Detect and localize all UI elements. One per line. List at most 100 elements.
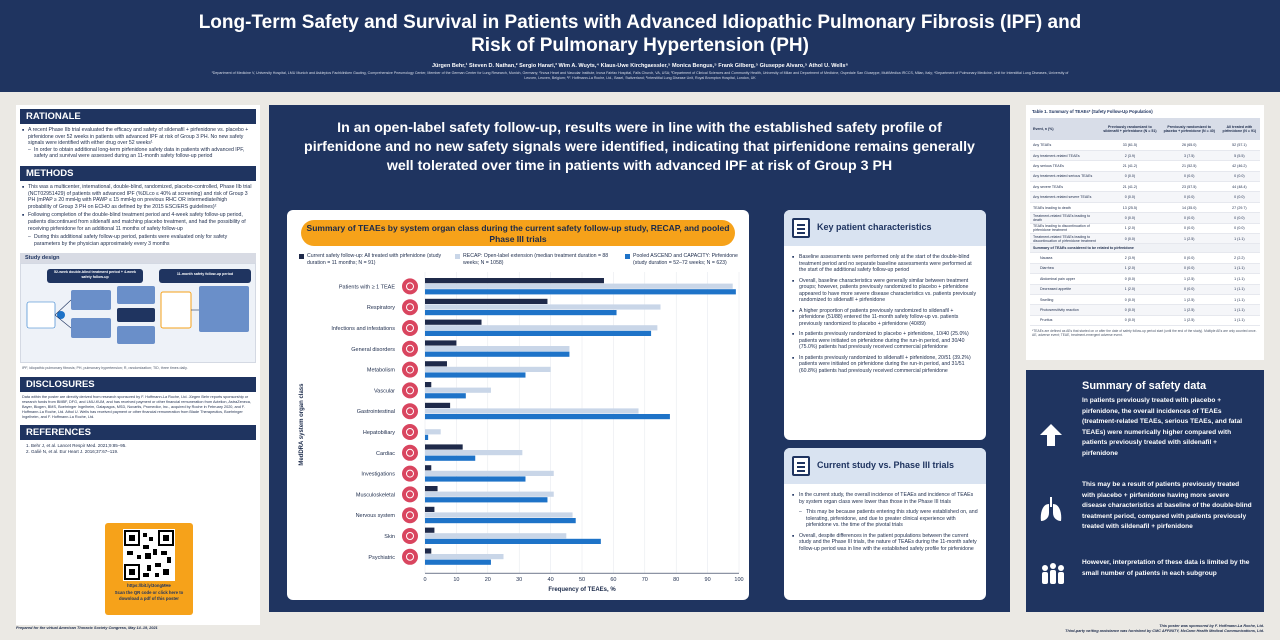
bar-pooled (425, 455, 476, 461)
qr-download-card[interactable]: https://bit.ly/3ongMHe Scan the QR code … (105, 523, 193, 615)
footer-congress: Prepared for the virtual American Thorac… (16, 626, 158, 630)
table-cell: 0 (0.0) (1159, 171, 1219, 183)
table-cell: 0 (0.0) (1218, 223, 1260, 235)
category-label: Skin (384, 534, 395, 540)
clipboard-icon (792, 456, 810, 476)
references-heading: REFERENCES (20, 425, 256, 441)
organ-class-icon (402, 278, 418, 295)
key-characteristic-1: Baseline assessments were performed only… (784, 254, 986, 274)
table-cell: Treatment-related TEAEs leading to disco… (1030, 233, 1100, 245)
current-vs-phase3-header: Current study vs. Phase III trials (784, 448, 986, 484)
bar-current (425, 444, 463, 450)
bar-current (425, 486, 438, 492)
qr-code[interactable] (123, 529, 175, 581)
current-vs-phase3-card: Current study vs. Phase III trials In th… (784, 448, 986, 600)
table-cell: 1 (2.0) (1100, 263, 1160, 275)
safety-table-panel: Table 1. Summary of TEAEs* (Safety Follo… (1026, 105, 1264, 360)
table-cell: 0 (0.0) (1100, 233, 1160, 245)
category-label: Investigations (361, 472, 395, 478)
bar-recap (425, 304, 661, 310)
x-tick-label: 70 (642, 577, 648, 583)
category-label: Psychiatric (368, 555, 395, 561)
lungs-icon (1038, 496, 1064, 522)
table-footnote: *TEAEs are defined as AEs that started o… (1032, 329, 1257, 338)
teae-summary-table: Event, n (%) Previously randomized to sil… (1030, 118, 1260, 327)
table-header-3: All treated with pirfenidone (N = 91) (1218, 118, 1260, 140)
bar-recap (425, 283, 733, 289)
table-cell: 0 (0.0) (1159, 252, 1219, 264)
bar-pooled (425, 393, 466, 399)
organ-class-icon-glyph (406, 552, 414, 561)
organ-class-icon-glyph (406, 428, 414, 436)
x-tick-label: 10 (453, 577, 459, 583)
summary-paragraph-2: This may be a result of patients previou… (1082, 481, 1252, 530)
table-row: Pruritus 0 (0.0) 1 (2.5) 1 (1.1) (1030, 315, 1260, 327)
rationale-heading: RATIONALE (20, 109, 256, 124)
table-cell: Treatment-related TEAEs leading to death (1030, 212, 1100, 224)
bar-recap (425, 408, 639, 414)
table-row: Diarrhea 1 (2.0) 0 (0.0) 1 (1.1) (1030, 263, 1260, 275)
key-characteristics-card: Key patient characteristics Baseline ass… (784, 210, 986, 440)
title-line-1: Long-Term Safety and Survival in Patient… (198, 12, 1082, 33)
key-message: In an open-label safety follow-up, resul… (304, 120, 975, 174)
table-row: Any treatment-related TEAEs 2 (3.9) 3 (7.5… (1030, 150, 1260, 162)
bar-recap (425, 470, 554, 476)
qr-code-graphic (124, 530, 174, 580)
footer-sponsor: This poster was sponsored by F. Hoffmann… (1065, 624, 1264, 634)
table-cell: 23 (57.5) (1159, 181, 1219, 193)
clipboard-icon (792, 218, 810, 238)
bar-pooled (425, 497, 548, 503)
study-box-label-1: 52-week double-blind treatment period + … (54, 270, 136, 279)
table-row: Treatment-related TEAEs leading to death… (1030, 212, 1260, 224)
table-cell: 0 (0.0) (1218, 191, 1260, 203)
bar-pooled (425, 518, 576, 524)
table-cell: 21 (41.2) (1100, 181, 1160, 193)
bar-current (425, 402, 451, 408)
qr-instructions: Scan the QR code or click here to downlo… (114, 590, 184, 601)
key-characteristics-header: Key patient characteristics (784, 210, 986, 246)
x-tick-label: 60 (610, 577, 616, 583)
study-design-figure (26, 269, 251, 345)
table-cell: 0 (0.0) (1100, 315, 1160, 327)
table-cell: Any treatment-related severe TEAEs (1030, 191, 1100, 203)
table-cell: 21 (52.5) (1159, 160, 1219, 172)
table-row: Any severe TEAEs 21 (41.2) 23 (57.5) 44 (48… (1030, 181, 1260, 193)
x-axis-label: Frequency of TEAEs, % (548, 587, 616, 593)
category-label: Respiratory (367, 305, 395, 311)
key-characteristic-4: In patients previously randomized to pla… (784, 331, 986, 351)
table-header-1: Previously randomized to sildenafil + pi… (1100, 118, 1160, 140)
bar-pooled (425, 559, 491, 565)
category-label: Vascular (374, 388, 395, 394)
table-cell: 2 (2.2) (1218, 252, 1260, 264)
summary-paragraph-3: However, interpretation of these data is… (1082, 559, 1250, 577)
organ-class-icon (402, 320, 418, 336)
table-cell: 0 (0.0) (1159, 284, 1219, 295)
table-row: Any TEAEs 33 (61.5) 26 (65.0) 52 (57.1) (1030, 140, 1260, 151)
qr-link[interactable]: https://bit.ly/3ongMHe (127, 583, 171, 588)
methods-bullet-1: This was a multicenter, international, d… (16, 184, 260, 210)
table-cell: 1 (2.5) (1159, 294, 1219, 306)
table-cell: Any severe TEAEs (1030, 181, 1100, 193)
legend-swatch-recap (455, 253, 460, 259)
bar-pooled (425, 414, 670, 420)
organ-class-icon (402, 382, 418, 399)
table-cell: 1 (2.0) (1100, 284, 1160, 295)
organ-class-icon (402, 340, 418, 357)
table-cell: Swelling (1030, 294, 1100, 306)
x-tick-label: 0 (423, 577, 426, 583)
table-cell: 0 (0.0) (1100, 273, 1160, 285)
table-cell: 1 (2.5) (1159, 315, 1219, 327)
table-cell: 0 (0.0) (1100, 171, 1160, 183)
arrow-up-icon (1038, 422, 1064, 448)
organ-class-icon (402, 528, 418, 544)
organ-class-icon-glyph (406, 282, 414, 291)
patients-group-icon (1038, 562, 1064, 588)
reference-2: 2. Galiè N, et al. Eur Heart J. 2016;37:… (26, 449, 119, 455)
legend-item-pooled: Pooled ASCEND and CAPACITY: Pirfenidone … (625, 253, 743, 266)
key-characteristics-title: Key patient characteristics (817, 222, 932, 232)
table-cell: 0 (0.0) (1100, 294, 1160, 306)
legend-swatch-current (299, 253, 304, 259)
footer-writing-line: Third-party writing assistance was furni… (1065, 629, 1264, 634)
table-row: Any treatment-related severe TEAEs 0 (0.0… (1030, 191, 1260, 203)
table-caption: Table 1. Summary of TEAEs* (Safety Follo… (1026, 105, 1264, 118)
